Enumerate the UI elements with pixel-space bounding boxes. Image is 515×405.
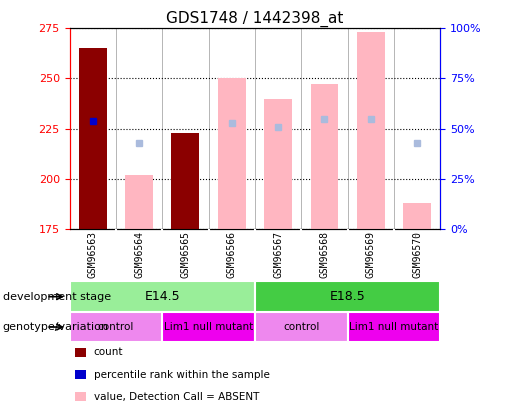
Bar <box>311 85 338 229</box>
Bar <box>403 203 431 229</box>
Bar <box>255 281 440 312</box>
Text: GSM96563: GSM96563 <box>88 231 98 279</box>
Bar <box>348 312 440 342</box>
Bar <box>79 48 107 229</box>
Bar <box>357 32 385 229</box>
Text: Lim1 null mutant: Lim1 null mutant <box>164 322 253 332</box>
Text: count: count <box>94 347 123 357</box>
Bar <box>70 312 162 342</box>
Text: GSM96568: GSM96568 <box>319 231 330 279</box>
Bar <box>70 281 255 312</box>
Text: E14.5: E14.5 <box>144 290 180 303</box>
Text: GSM96566: GSM96566 <box>227 231 237 279</box>
Text: genotype/variation: genotype/variation <box>3 322 109 332</box>
Bar <box>264 98 292 229</box>
Text: GSM96567: GSM96567 <box>273 231 283 279</box>
Bar <box>171 132 199 229</box>
Text: percentile rank within the sample: percentile rank within the sample <box>94 370 270 379</box>
Text: control: control <box>283 322 319 332</box>
Text: GSM96564: GSM96564 <box>134 231 144 279</box>
Title: GDS1748 / 1442398_at: GDS1748 / 1442398_at <box>166 11 344 27</box>
Bar <box>162 312 255 342</box>
Bar <box>218 79 246 229</box>
Bar <box>255 312 348 342</box>
Text: Lim1 null mutant: Lim1 null mutant <box>349 322 439 332</box>
Text: control: control <box>98 322 134 332</box>
Text: GSM96569: GSM96569 <box>366 231 376 279</box>
Text: value, Detection Call = ABSENT: value, Detection Call = ABSENT <box>94 392 259 402</box>
Bar <box>125 175 153 229</box>
Text: GSM96570: GSM96570 <box>412 231 422 279</box>
Text: E18.5: E18.5 <box>330 290 366 303</box>
Text: GSM96565: GSM96565 <box>180 231 191 279</box>
Text: development stage: development stage <box>3 292 111 302</box>
